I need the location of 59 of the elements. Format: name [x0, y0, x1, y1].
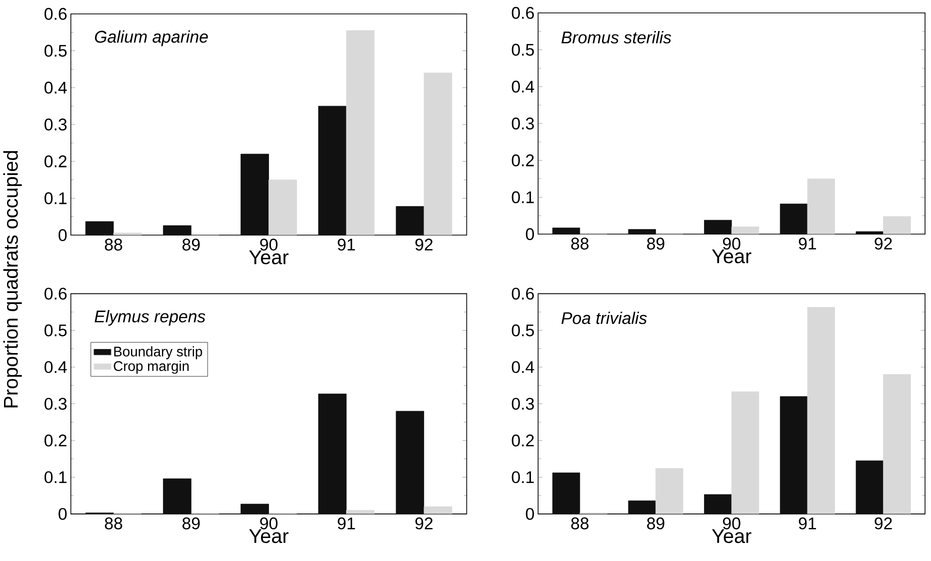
y-tick-label: 0.2	[44, 156, 66, 168]
x-tick-label: 88	[104, 238, 122, 251]
y-tick-label: 0.5	[512, 324, 534, 337]
x-tick-label: 91	[798, 238, 816, 250]
y-tick-label: 0.5	[512, 44, 534, 56]
x-tick-label: 88	[571, 238, 588, 250]
y-tick-label: 0.5	[44, 45, 67, 57]
y-tick-label: 0.2	[512, 154, 534, 167]
x-axis-title: Year	[249, 529, 288, 544]
legend-label: Boundary strip	[114, 346, 202, 360]
y-axis-title: Proportion quadrats occupied	[3, 151, 22, 408]
x-tick-label: 91	[798, 518, 816, 530]
x-tick-label: 91	[338, 518, 355, 530]
y-tick-label: 0.3	[44, 398, 67, 410]
x-tick-label: 92	[874, 518, 892, 530]
x-tick-label: 89	[182, 238, 200, 251]
y-tick-label: 0	[58, 229, 67, 242]
x-tick-label: 90	[260, 518, 278, 530]
x-tick-label: 92	[415, 518, 433, 530]
y-tick-label: 0.6	[44, 288, 67, 300]
x-axis-title: Year	[249, 250, 288, 264]
y-tick-label: 0.4	[512, 80, 534, 93]
x-tick-label: 88	[104, 518, 122, 530]
y-tick-label: 0	[58, 508, 67, 520]
x-tick-label: 92	[874, 238, 892, 250]
x-tick-label: 92	[415, 238, 433, 251]
text: Galium aparine	[94, 30, 208, 46]
y-tick-label: 0.5	[44, 324, 67, 337]
y-tick-label: 0.3	[44, 118, 67, 131]
y-tick-label: 0.4	[512, 361, 534, 374]
y-tick-label: 0	[526, 508, 534, 520]
y-tick-label: 0.1	[44, 192, 67, 204]
x-tick-label: 90	[723, 238, 740, 250]
y-tick-label: 0.6	[512, 288, 534, 300]
y-tick-label: 0.4	[44, 361, 67, 374]
text: Elymus repens	[94, 310, 206, 326]
x-tick-label: 90	[260, 238, 278, 251]
x-axis-title: Year	[712, 250, 752, 264]
y-tick-label: 0.4	[44, 82, 67, 94]
y-tick-label: 0.3	[512, 398, 534, 410]
text: Bromus sterilis	[561, 31, 672, 44]
x-tick-label: 91	[338, 238, 355, 251]
x-tick-label: 89	[647, 518, 664, 530]
y-tick-label: 0	[526, 228, 534, 240]
x-tick-label: 89	[182, 518, 200, 530]
x-tick-label: 88	[571, 518, 588, 530]
y-tick-label: 0.2	[512, 434, 534, 447]
y-tick-label: 0.2	[44, 434, 66, 447]
x-tick-label: 90	[723, 518, 740, 530]
x-axis-title: Year	[712, 529, 752, 544]
y-tick-label: 0.1	[44, 471, 67, 484]
y-tick-label: 0.3	[512, 118, 534, 130]
y-tick-label: 0.6	[44, 8, 67, 20]
y-tick-label: 0.1	[512, 192, 534, 204]
y-tick-label: 0.6	[512, 7, 534, 20]
x-tick-label: 89	[647, 238, 664, 250]
legend-label: Crop margin	[114, 361, 189, 374]
y-tick-label: 0.1	[512, 471, 534, 484]
text: Poa trivialis	[561, 312, 647, 324]
